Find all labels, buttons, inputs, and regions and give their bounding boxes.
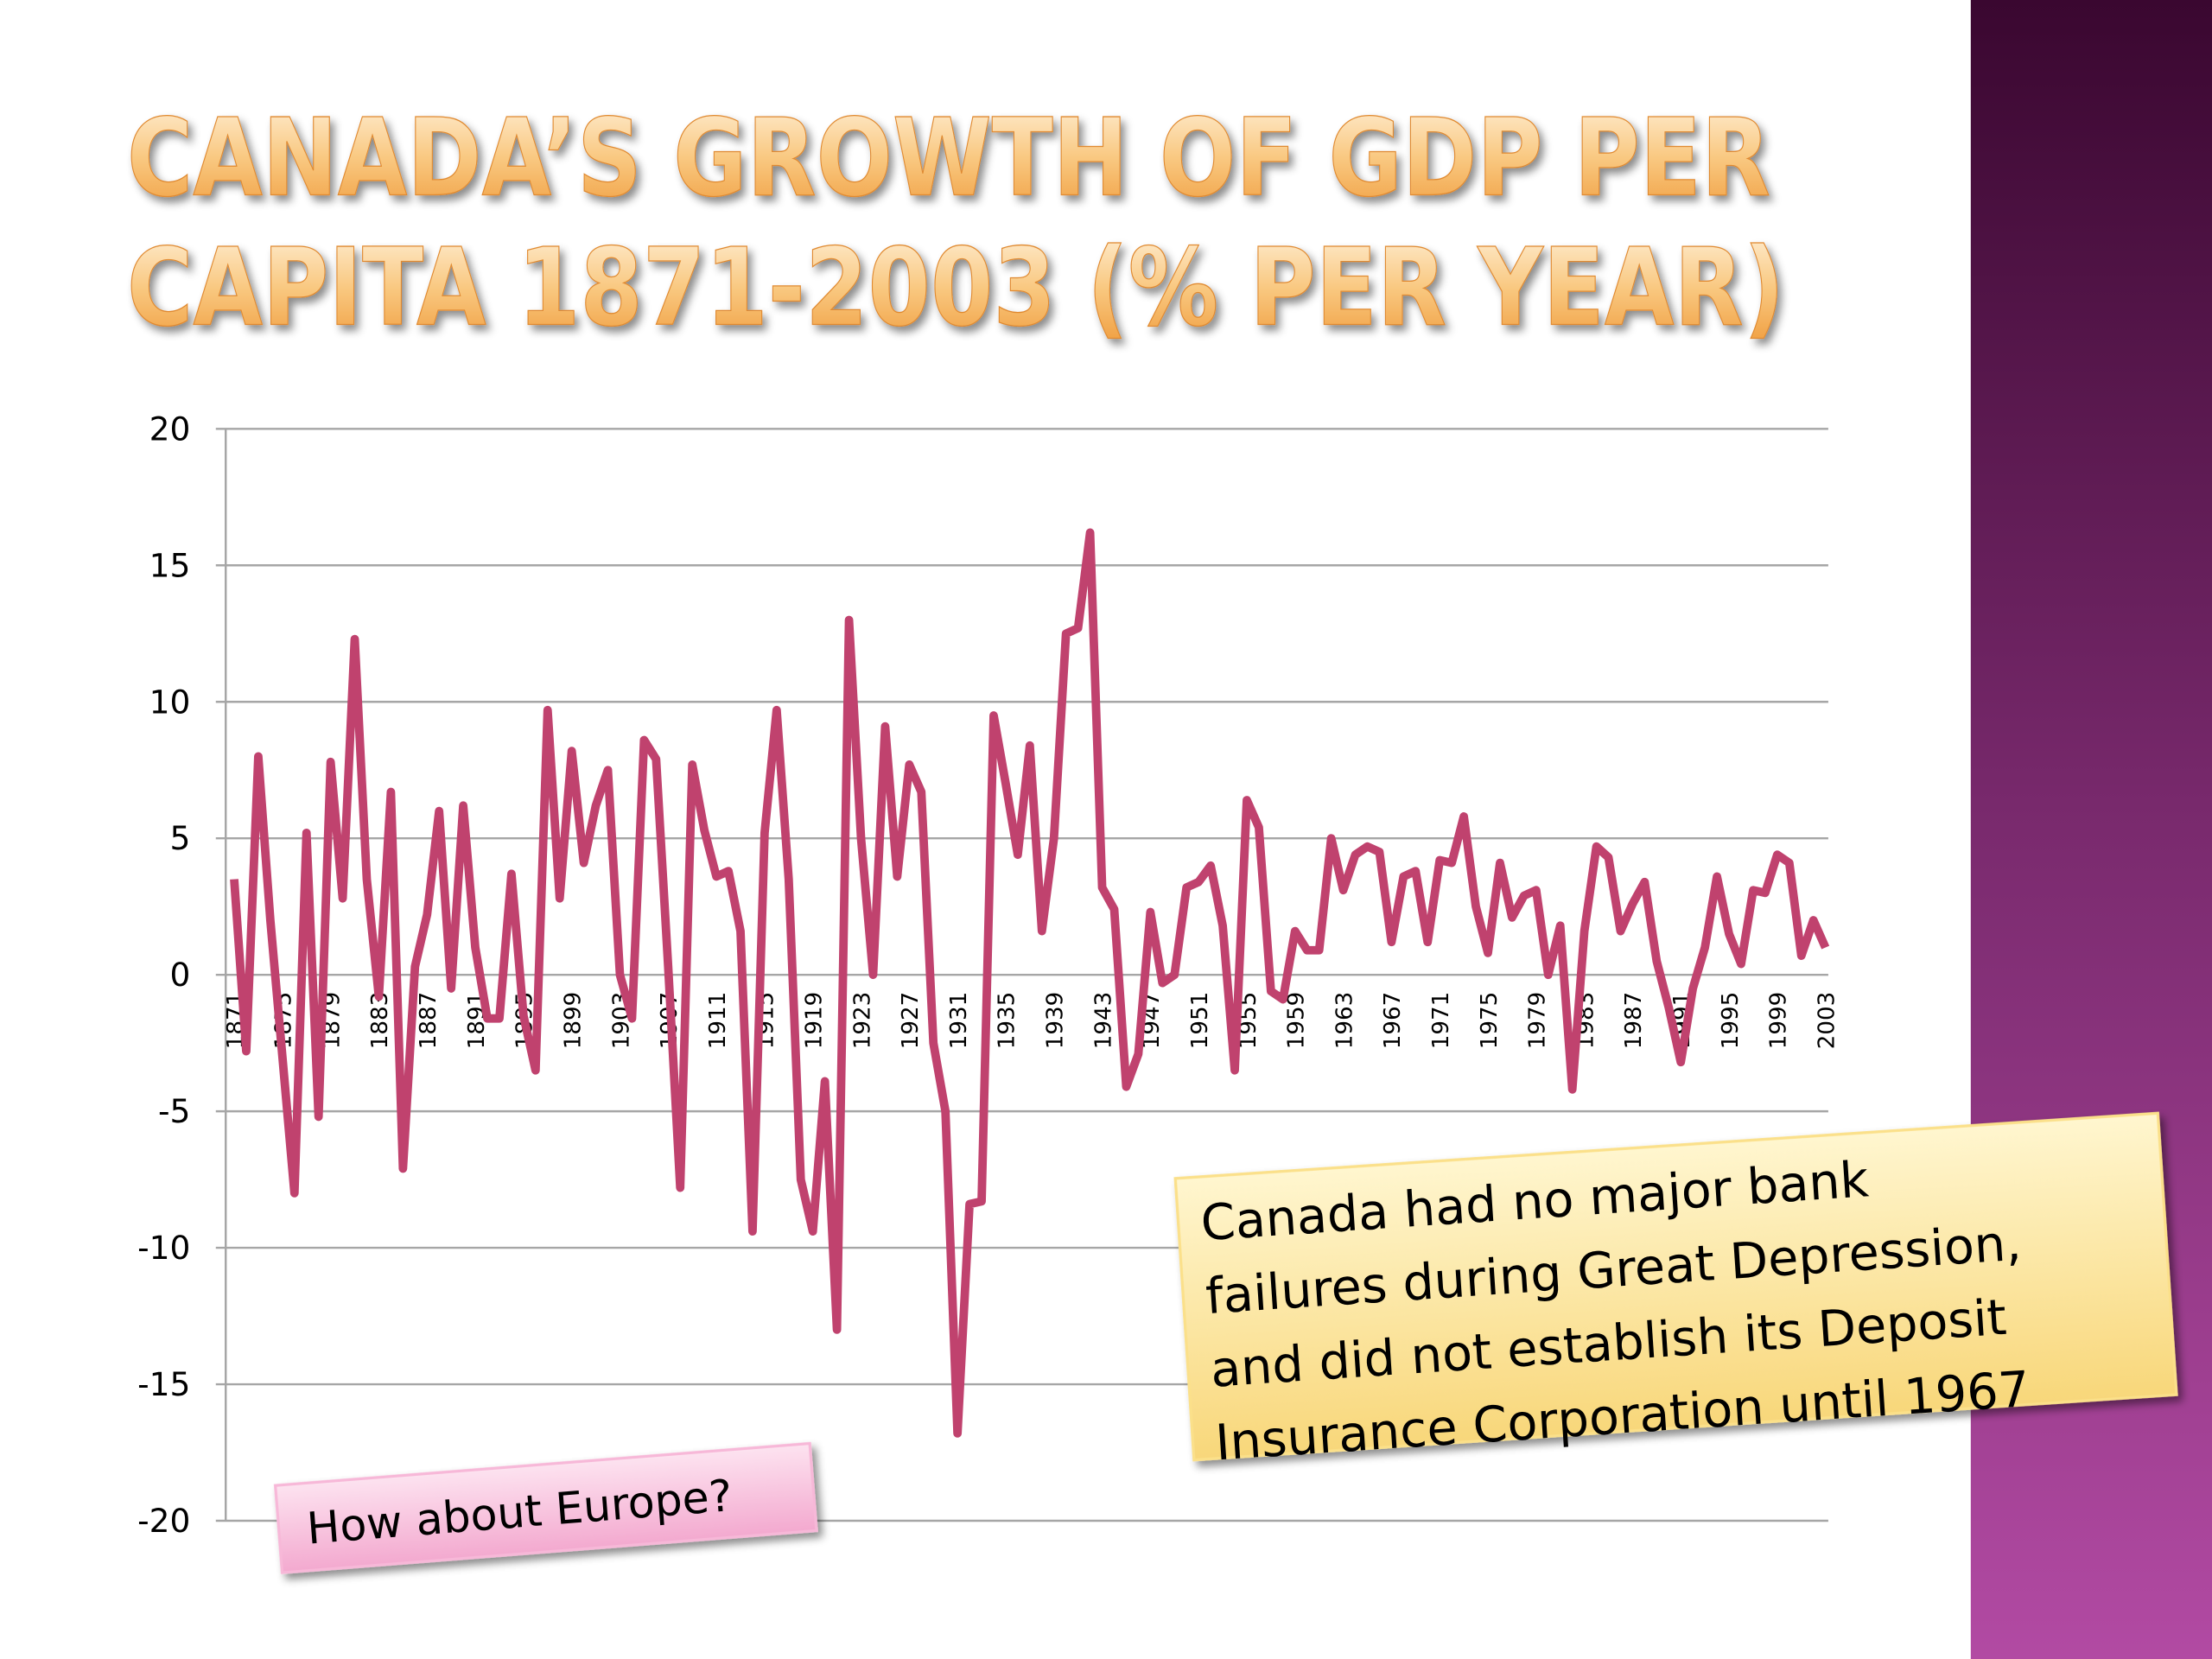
y-tick-label: -5 bbox=[158, 1092, 190, 1130]
x-tick-label: 1911 bbox=[705, 992, 731, 1049]
x-tick-label: 1967 bbox=[1380, 992, 1406, 1049]
x-tick-label: 1931 bbox=[946, 992, 972, 1049]
x-tick-label: 1887 bbox=[416, 992, 442, 1049]
x-tick-label: 1943 bbox=[1090, 992, 1116, 1049]
x-tick-label: 1939 bbox=[1043, 992, 1069, 1049]
x-tick-label: 1919 bbox=[802, 992, 828, 1049]
x-tick-label: 1923 bbox=[849, 992, 875, 1049]
y-tick-label: 0 bbox=[170, 956, 191, 994]
x-tick-label: 1935 bbox=[995, 992, 1020, 1049]
x-tick-label: 1971 bbox=[1428, 992, 1454, 1049]
x-tick-label: 1883 bbox=[367, 992, 393, 1049]
y-tick-label: 5 bbox=[170, 819, 191, 857]
chart-title: CAPITA 1871-2003 (% PER YEAR) bbox=[127, 226, 1784, 351]
chart-title: CANADA’S GROWTH OF GDP PER bbox=[127, 96, 1770, 220]
x-tick-label: 1975 bbox=[1477, 992, 1503, 1049]
y-tick-label: -15 bbox=[137, 1365, 190, 1403]
x-tick-label: 1995 bbox=[1718, 992, 1744, 1049]
x-tick-label: 1987 bbox=[1621, 992, 1647, 1049]
x-tick-label: 1959 bbox=[1284, 992, 1310, 1049]
annotation: How about Europe? bbox=[273, 1441, 818, 1574]
x-tick-label: 1951 bbox=[1187, 992, 1213, 1049]
x-tick-label: 2003 bbox=[1814, 992, 1840, 1049]
y-tick-label: 10 bbox=[149, 683, 191, 721]
x-tick-label: 1979 bbox=[1525, 992, 1551, 1049]
x-tick-label: 1999 bbox=[1766, 992, 1792, 1049]
y-tick-label: 15 bbox=[149, 546, 191, 584]
data-line bbox=[230, 528, 1830, 1438]
x-tick-label: 1927 bbox=[898, 992, 924, 1049]
x-tick-label: 1899 bbox=[560, 992, 586, 1049]
y-tick-label: 20 bbox=[149, 410, 191, 448]
annotation-box bbox=[273, 1441, 818, 1574]
y-tick-label: -20 bbox=[137, 1502, 190, 1540]
annotation-box bbox=[1173, 1111, 2178, 1462]
y-tick-label: -10 bbox=[137, 1229, 190, 1267]
x-tick-label: 1963 bbox=[1332, 992, 1357, 1049]
